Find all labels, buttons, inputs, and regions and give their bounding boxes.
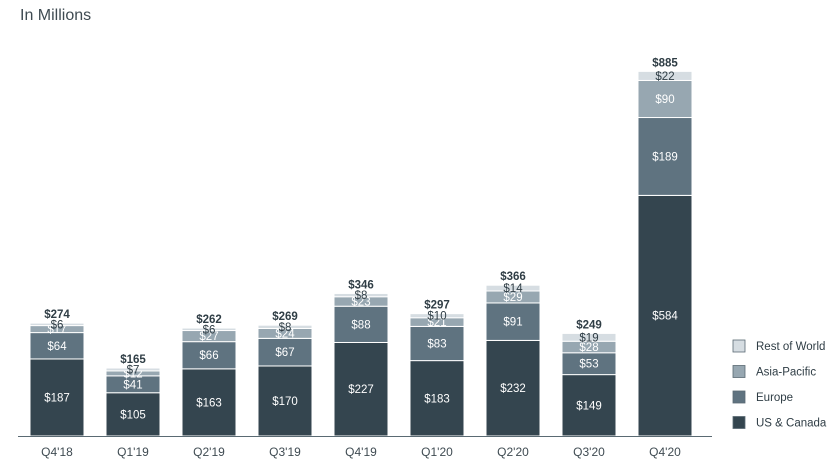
bar-segment <box>637 117 693 196</box>
bar-segment <box>409 313 465 319</box>
bar-value-label: $64 <box>47 341 67 353</box>
legend-label: Europe <box>756 392 793 404</box>
bar-value-label: $10 <box>427 311 446 323</box>
bar-total-label: $262 <box>196 314 222 326</box>
bar-value-label: $67 <box>275 347 294 359</box>
x-tick-label: Q2'20 <box>497 445 529 459</box>
bar-value-label: $19 <box>579 332 598 344</box>
legend-swatch <box>732 339 746 353</box>
bar-value-label: $27 <box>199 331 218 343</box>
x-tick-label: Q4'18 <box>41 445 73 459</box>
bar-segment <box>637 70 693 81</box>
bar-value-label: $6 <box>51 319 64 331</box>
bar-value-label: $187 <box>44 392 70 404</box>
legend-swatch <box>732 365 746 378</box>
bar-value-label: $7 <box>127 364 140 376</box>
bar-total-label: $297 <box>424 300 450 312</box>
bar-segment <box>181 341 237 370</box>
bar-segment <box>29 322 85 327</box>
bar-value-label: $83 <box>427 339 446 351</box>
bar-value-label: $91 <box>503 317 522 329</box>
bar-segment <box>257 365 313 437</box>
bar-value-label: $29 <box>503 292 522 304</box>
x-tick-label: Q4'19 <box>345 445 377 459</box>
bar-segment <box>105 392 161 437</box>
bar-value-label: $170 <box>272 396 298 408</box>
bar-value-label: $584 <box>652 311 678 323</box>
bar-segment <box>637 79 693 119</box>
bar-value-label: $53 <box>579 359 598 371</box>
bar-total-label: $366 <box>500 271 526 283</box>
bar-total-label: $165 <box>120 354 146 366</box>
bar-value-label: $189 <box>652 151 678 163</box>
bar-value-label: $41 <box>123 379 142 391</box>
bar-value-label: $163 <box>196 397 222 409</box>
bar-value-label: $183 <box>424 393 450 405</box>
bar-total-label: $885 <box>652 57 678 69</box>
bar-segment <box>561 332 617 342</box>
bar-value-label: $21 <box>427 317 446 329</box>
bar-value-label: $88 <box>351 319 370 331</box>
chart-title: In Millions <box>20 7 92 24</box>
bar-value-label: $23 <box>351 296 370 308</box>
legend-label: US & Canada <box>756 418 827 430</box>
bar-value-label: $232 <box>500 383 526 395</box>
bar-segment <box>485 284 541 292</box>
x-tick-label: Q4'20 <box>649 445 681 459</box>
x-tick-label: Q1'19 <box>117 445 149 459</box>
bar-segment <box>181 327 237 332</box>
bar-value-label: $24 <box>275 328 295 340</box>
bar-segment <box>257 324 313 329</box>
bar-segment <box>561 374 617 437</box>
bar-segment <box>637 194 693 437</box>
x-tick-label: Q2'19 <box>193 445 225 459</box>
bar-value-label: $8 <box>355 290 368 302</box>
bar-value-label: $6 <box>203 324 216 336</box>
bar-segment <box>181 368 237 437</box>
legend-label: Rest of World <box>756 341 825 353</box>
bar-value-label: $17 <box>47 324 66 336</box>
bar-total-label: $249 <box>576 319 602 331</box>
x-tick-label: Q3'20 <box>573 445 605 459</box>
bar-value-label: $66 <box>199 350 218 362</box>
bar-value-label: $227 <box>348 384 374 396</box>
bar-segment <box>29 358 85 437</box>
bar-segment <box>485 339 541 437</box>
legend-label: Asia-Pacific <box>756 367 816 379</box>
bar-segment <box>333 292 389 298</box>
bar-segment <box>105 367 161 372</box>
bar-value-label: $90 <box>655 94 674 106</box>
bar-total-label: $346 <box>348 279 374 291</box>
legend-swatch <box>732 390 746 404</box>
bar-segment <box>485 302 541 341</box>
bar-total-label: $274 <box>44 309 70 321</box>
bar-segment <box>333 341 389 437</box>
x-tick-label: Q3'19 <box>269 445 301 459</box>
bar-value-label: $14 <box>503 283 523 295</box>
bar-value-label: $149 <box>576 400 602 412</box>
bar-value-label: $8 <box>279 322 292 334</box>
legend-swatch <box>732 416 746 429</box>
bar-value-label: $105 <box>120 409 146 421</box>
bar-total-label: $269 <box>272 311 298 323</box>
bar-value-label: $28 <box>579 342 598 354</box>
bar-value-label: $22 <box>655 71 674 83</box>
x-tick-label: Q1'20 <box>421 445 453 459</box>
